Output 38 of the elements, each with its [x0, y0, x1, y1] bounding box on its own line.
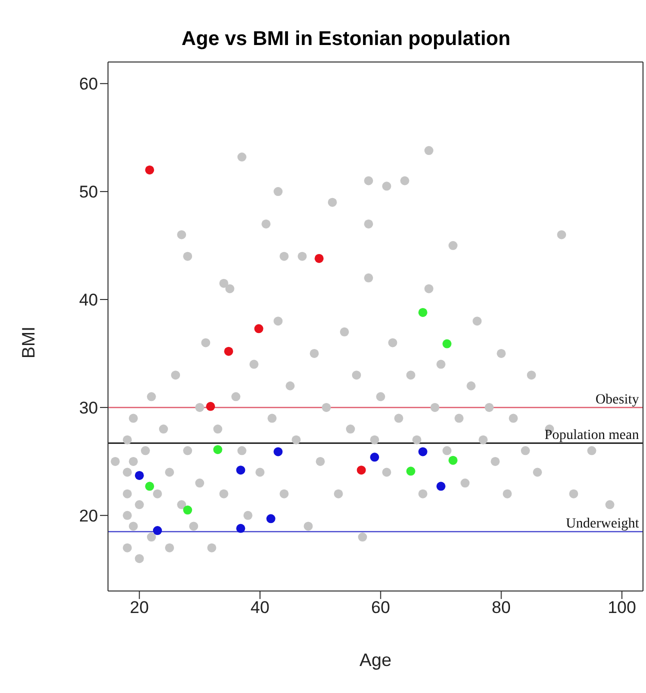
x-tick-label: 60 [371, 598, 390, 618]
point [224, 346, 234, 356]
point [418, 308, 428, 317]
x-tick-label: 100 [608, 598, 636, 618]
x-axis-title: Age [359, 650, 392, 670]
point [314, 254, 324, 263]
ref-line-label: Population mean [544, 428, 639, 444]
point [418, 447, 428, 456]
y-tick-label: 30 [79, 398, 98, 418]
point [406, 466, 416, 476]
point [254, 324, 264, 334]
point [236, 524, 246, 533]
point [213, 445, 222, 454]
point [442, 339, 452, 348]
chart-title: Age vs BMI in Estonian population [180, 28, 512, 51]
point [183, 506, 192, 515]
point [436, 482, 446, 491]
y-tick-label: 60 [79, 74, 98, 94]
point [274, 447, 283, 456]
point [145, 482, 154, 491]
point [152, 526, 162, 536]
point [448, 456, 458, 465]
x-tick-label: 80 [492, 598, 511, 618]
point [356, 466, 366, 475]
ref-line-label: Obesity [595, 392, 639, 408]
y-tick-label: 20 [79, 506, 98, 526]
x-tick-label: 20 [130, 598, 149, 618]
y-axis-title: BMI [18, 326, 38, 359]
point [236, 466, 246, 475]
point [145, 165, 154, 174]
point [266, 514, 276, 524]
ref-line-label: Underweight [566, 516, 640, 532]
y-tick-label: 50 [79, 182, 98, 202]
x-tick-label: 40 [250, 598, 270, 618]
point [370, 452, 380, 462]
y-tick-label: 40 [79, 290, 98, 310]
point [206, 402, 216, 411]
point [134, 470, 144, 480]
